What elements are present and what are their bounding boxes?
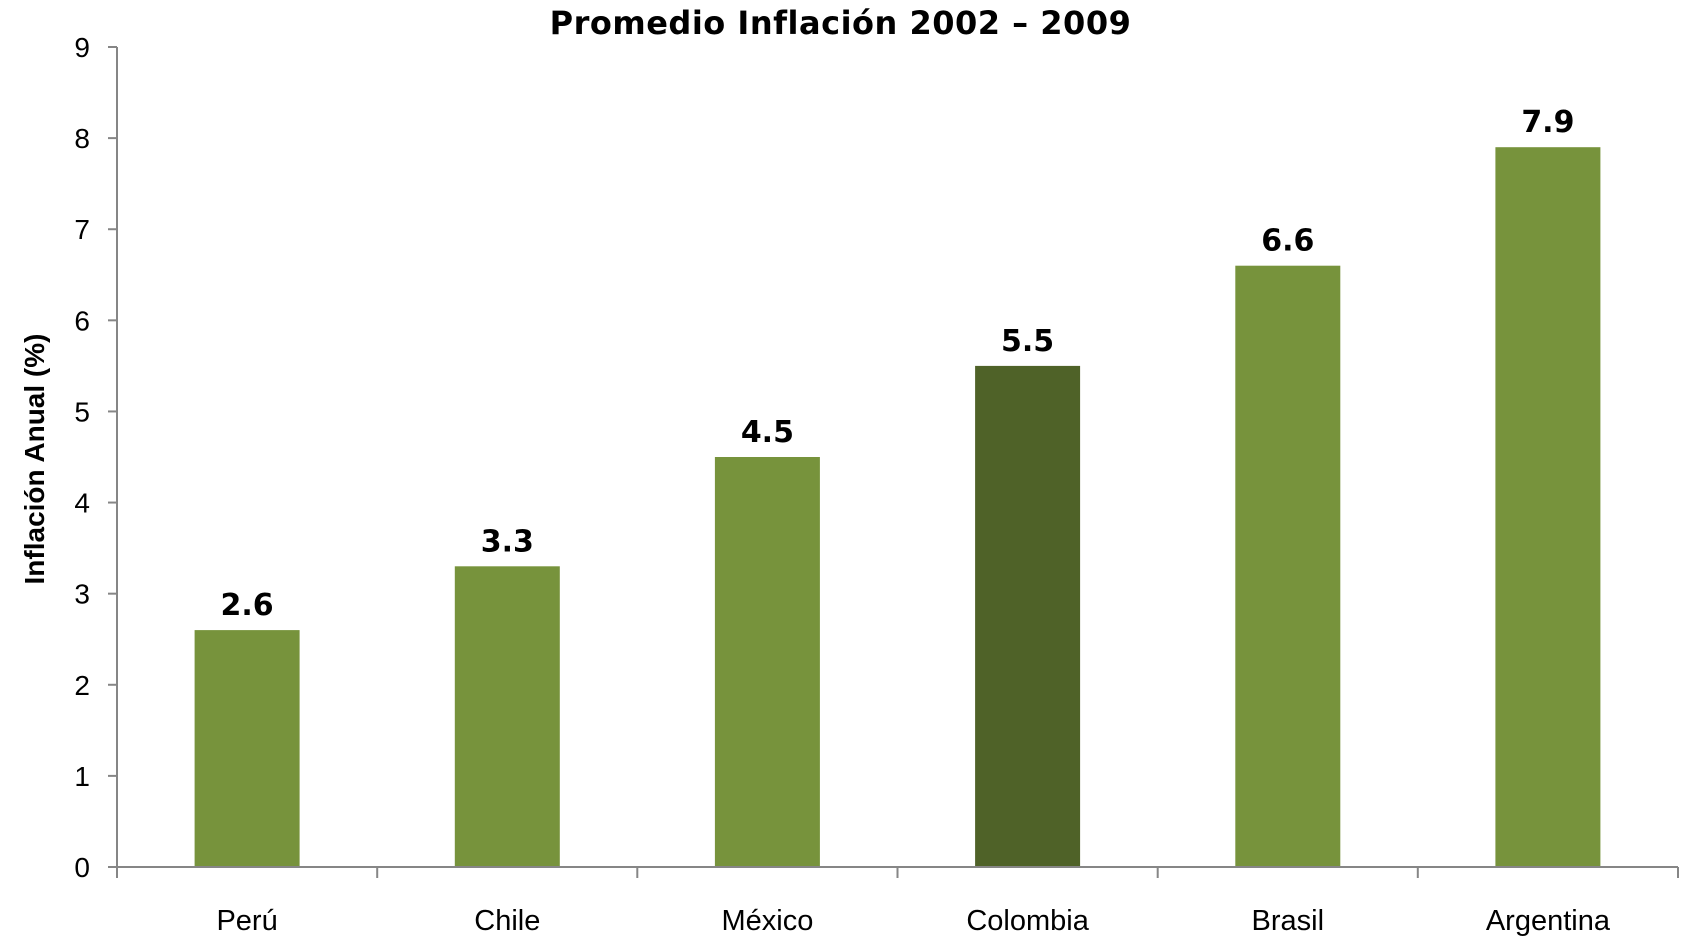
y-tick-label-6: 6 [74,305,90,336]
labels: 2.6 Perú 3.3 Chile 4.5 México 5.5 Colombia 6.6 Br… [74,32,1610,937]
data-label-méxico: 4.5 [741,415,794,450]
category-label-argentina: Argentina [1486,905,1611,937]
y-tick-label-2: 2 [74,670,90,701]
bar-chile [454,566,560,867]
y-tick-label-4: 4 [74,488,90,519]
data-label-argentina: 7.9 [1521,105,1574,140]
y-tick-label-5: 5 [74,396,90,427]
category-label-méxico: México [721,905,813,937]
bar-méxico [714,457,820,867]
data-label-colombia: 5.5 [1001,324,1054,359]
y-tick-label-8: 8 [74,123,90,154]
category-label-brasil: Brasil [1252,905,1325,937]
data-label-chile: 3.3 [481,524,534,559]
bar-argentina [1495,147,1601,867]
bar-colombia [975,365,1081,867]
bar-perú [194,630,300,867]
category-label-chile: Chile [474,905,540,937]
y-tick-label-1: 1 [74,761,90,792]
y-tick-label-0: 0 [74,852,90,883]
data-label-brasil: 6.6 [1261,224,1314,259]
data-label-perú: 2.6 [221,588,274,623]
y-tick-label-9: 9 [74,32,90,63]
bars [194,147,1601,867]
chart-title: Promedio Inflación 2002 – 2009 [549,4,1132,42]
axes [108,46,1679,878]
y-tick-label-3: 3 [74,579,90,610]
y-tick-label-7: 7 [74,214,90,245]
y-axis-title: Inflación Anual (%) [19,334,50,585]
y-axis-title-group: Inflación Anual (%) [19,334,50,585]
bar-brasil [1235,265,1341,867]
category-label-perú: Perú [216,905,277,937]
category-label-colombia: Colombia [966,905,1089,937]
